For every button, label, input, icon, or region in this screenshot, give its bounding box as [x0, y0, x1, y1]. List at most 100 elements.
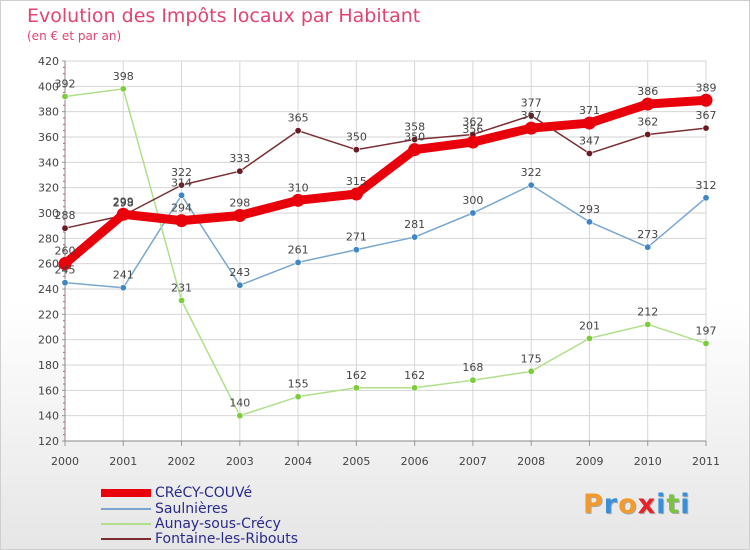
y-tick-label: 260 — [38, 258, 59, 271]
data-point — [233, 209, 247, 223]
logo-letter: P — [583, 489, 604, 520]
data-label: 350 — [346, 131, 367, 144]
data-point — [119, 85, 127, 93]
legend-swatch — [101, 523, 151, 525]
data-point — [119, 284, 127, 292]
data-label: 392 — [55, 77, 76, 90]
data-point — [702, 339, 710, 347]
data-label: 365 — [288, 112, 309, 125]
data-point — [175, 214, 189, 228]
data-label: 168 — [462, 361, 483, 374]
y-tick-label: 300 — [38, 207, 59, 220]
x-tick-label: 2009 — [575, 455, 603, 468]
data-point — [236, 412, 244, 420]
data-label: 300 — [462, 194, 483, 207]
data-label: 175 — [521, 352, 542, 365]
data-point — [527, 181, 535, 189]
data-label: 333 — [229, 152, 250, 165]
y-tick-label: 240 — [38, 283, 59, 296]
data-label: 212 — [637, 305, 658, 318]
data-label: 155 — [288, 378, 309, 391]
data-label: 310 — [288, 181, 309, 194]
data-point — [527, 111, 535, 119]
y-tick-label: 280 — [38, 232, 59, 245]
data-label: 243 — [229, 266, 250, 279]
data-label: 294 — [171, 202, 192, 215]
x-tick-label: 2005 — [342, 455, 370, 468]
data-label: 314 — [171, 176, 192, 189]
data-label: 367 — [696, 109, 717, 122]
series-line-4 — [64, 114, 707, 229]
x-tick-label: 2007 — [459, 455, 487, 468]
x-tick-label: 2000 — [51, 455, 79, 468]
data-point — [644, 320, 652, 328]
data-point — [524, 121, 538, 135]
data-point — [236, 167, 244, 175]
data-point — [411, 136, 419, 144]
data-label: 201 — [579, 319, 600, 332]
logo-letter: o — [618, 489, 638, 520]
data-label: 322 — [171, 166, 192, 179]
data-point — [352, 246, 360, 254]
data-point — [294, 258, 302, 266]
data-point — [61, 279, 69, 287]
data-label: 293 — [579, 203, 600, 216]
data-point — [469, 209, 477, 217]
data-label: 377 — [521, 96, 542, 109]
data-point — [644, 243, 652, 251]
y-tick-label: 340 — [38, 156, 59, 169]
series-line-2 — [64, 184, 707, 289]
data-point — [178, 296, 186, 304]
data-label: 362 — [462, 115, 483, 128]
data-label: 261 — [288, 243, 309, 256]
x-tick-label: 2006 — [401, 455, 429, 468]
y-tick-label: 360 — [38, 131, 59, 144]
data-label: 389 — [696, 81, 717, 94]
y-tick-label: 220 — [38, 308, 59, 321]
legend-item: Fontaine-les-Ribouts — [101, 531, 299, 547]
data-point — [411, 233, 419, 241]
legend-swatch — [101, 489, 151, 497]
legend-item: Aunay-sous-Crécy — [101, 516, 281, 532]
logo-letter: r — [603, 489, 619, 520]
data-point — [61, 224, 69, 232]
data-point — [408, 143, 422, 157]
chart-subtitle: (en € et par an) — [27, 29, 122, 43]
data-label: 140 — [229, 397, 250, 410]
data-label: 398 — [113, 70, 134, 83]
data-point — [236, 281, 244, 289]
data-label: 362 — [637, 115, 658, 128]
y-tick-label: 160 — [38, 384, 59, 397]
data-point — [469, 376, 477, 384]
data-point — [702, 124, 710, 132]
data-label: 231 — [171, 281, 192, 294]
data-label: 350 — [404, 131, 425, 144]
data-point — [527, 367, 535, 375]
y-tick-label: 200 — [38, 334, 59, 347]
data-label: 298 — [229, 197, 250, 210]
data-point — [61, 92, 69, 100]
data-point — [411, 384, 419, 392]
data-label: 315 — [346, 175, 367, 188]
x-tick-label: 2011 — [692, 455, 720, 468]
legend-swatch — [101, 538, 151, 540]
logo-letter: x — [637, 489, 657, 520]
logo-letter: i — [656, 489, 667, 520]
y-tick-label: 420 — [38, 55, 59, 68]
data-label: 322 — [521, 166, 542, 179]
data-point — [178, 191, 186, 199]
data-label: 371 — [579, 104, 600, 117]
data-label: 162 — [404, 369, 425, 382]
data-label: 347 — [579, 134, 600, 147]
data-point — [294, 393, 302, 401]
legend-label: Fontaine-les-Ribouts — [155, 531, 299, 547]
data-point — [352, 146, 360, 154]
data-label: 367 — [521, 109, 542, 122]
legend-label: Saulnières — [155, 501, 228, 517]
y-tick-label: 380 — [38, 106, 59, 119]
data-point — [116, 207, 130, 221]
x-tick-label: 2010 — [634, 455, 662, 468]
data-label: 273 — [637, 228, 658, 241]
y-tick-label: 180 — [38, 359, 59, 372]
